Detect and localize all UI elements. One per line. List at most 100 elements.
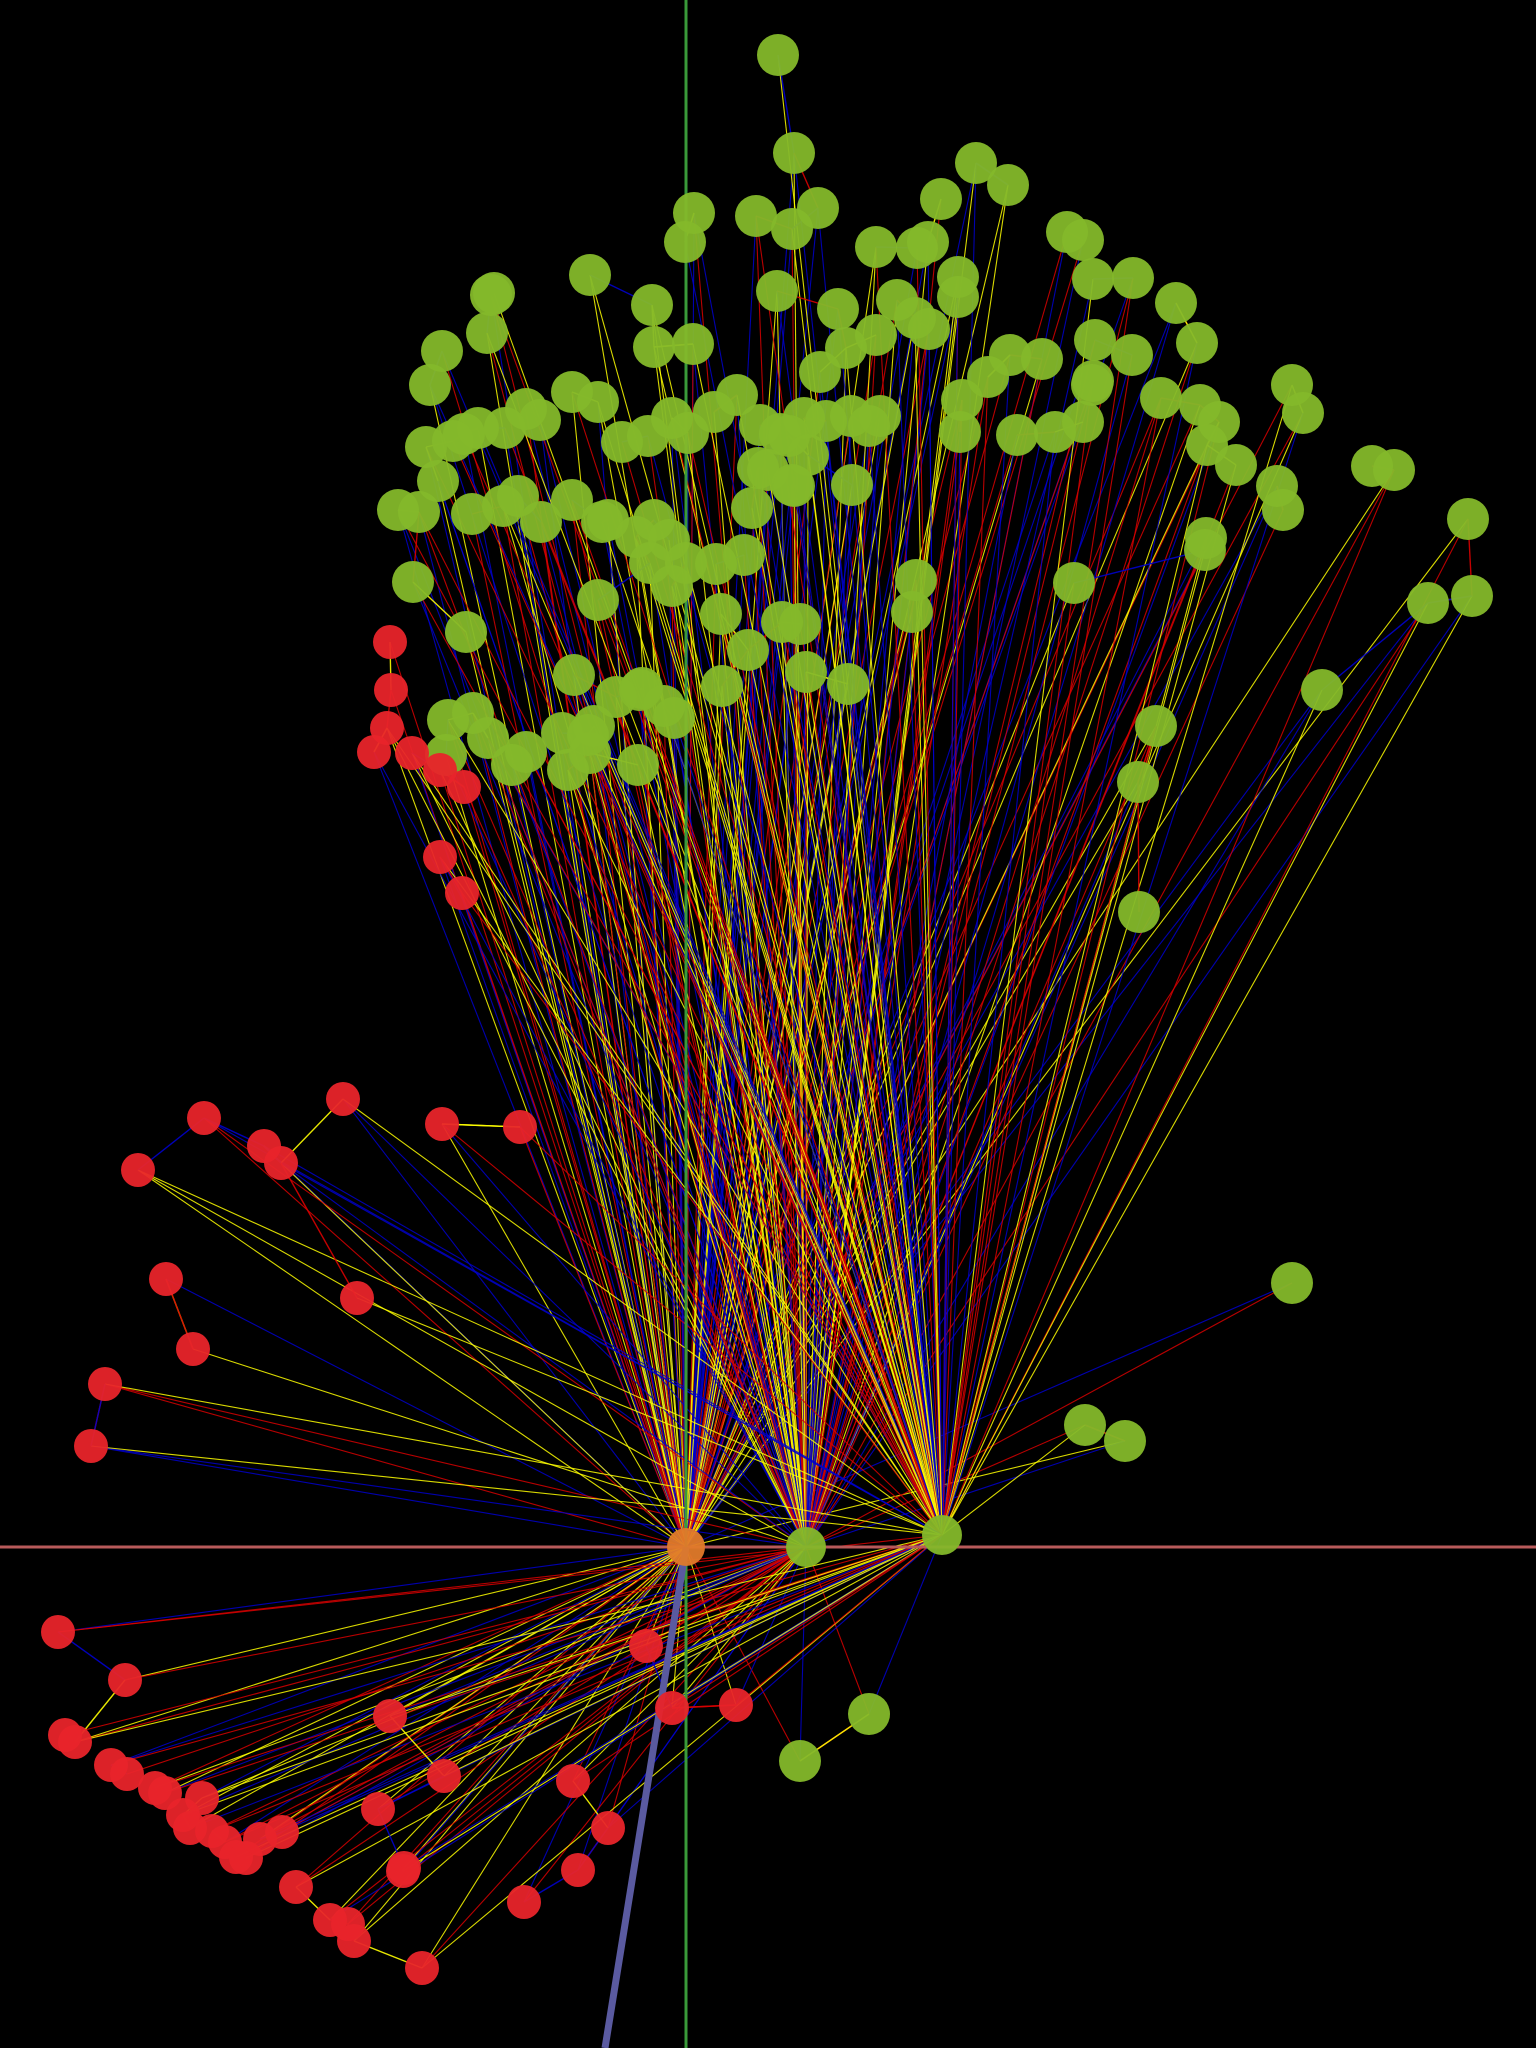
red-node[interactable] [337,1924,371,1958]
green-node[interactable] [1053,562,1095,604]
green-node[interactable] [672,323,714,365]
red-node[interactable] [357,735,391,769]
red-node[interactable] [629,1629,663,1663]
green-node[interactable] [421,330,463,372]
green-node[interactable] [377,489,419,531]
green-node[interactable] [1407,582,1449,624]
green-node[interactable] [731,487,773,529]
green-node[interactable] [1021,338,1063,380]
green-node[interactable] [855,226,897,268]
green-node[interactable] [1184,529,1226,571]
green-node[interactable] [700,593,742,635]
green-node[interactable] [727,629,769,671]
green-node[interactable] [405,426,447,468]
green-node[interactable] [664,221,706,263]
green-node[interactable] [569,254,611,296]
green-node[interactable] [551,371,593,413]
green-node[interactable] [939,411,981,453]
red-node[interactable] [185,1781,219,1815]
green-node[interactable] [757,34,799,76]
green-node[interactable] [417,460,459,502]
green-node[interactable] [1064,1404,1106,1446]
hub-2[interactable] [786,1527,826,1567]
green-node[interactable] [773,132,815,174]
green-node[interactable] [392,561,434,603]
green-node[interactable] [848,1693,890,1735]
green-node[interactable] [895,559,937,601]
green-node[interactable] [1301,669,1343,711]
green-node[interactable] [894,297,936,339]
green-node[interactable] [1118,891,1160,933]
green-node[interactable] [941,379,983,421]
red-node[interactable] [58,1725,92,1759]
green-node[interactable] [577,579,619,621]
green-node[interactable] [491,744,533,786]
green-node[interactable] [473,272,515,314]
red-node[interactable] [279,1870,313,1904]
red-node[interactable] [326,1082,360,1116]
green-node[interactable] [1447,498,1489,540]
green-node[interactable] [996,414,1038,456]
green-node[interactable] [1176,322,1218,364]
red-node[interactable] [121,1153,155,1187]
green-node[interactable] [920,178,962,220]
green-node[interactable] [797,187,839,229]
green-node[interactable] [551,479,593,521]
green-node[interactable] [1282,392,1324,434]
green-node[interactable] [1117,761,1159,803]
green-node[interactable] [1062,219,1104,261]
red-node[interactable] [373,625,407,659]
red-node[interactable] [423,753,457,787]
red-node[interactable] [447,770,481,804]
red-node[interactable] [41,1615,75,1649]
green-node[interactable] [1112,257,1154,299]
red-node[interactable] [561,1853,595,1887]
green-node[interactable] [805,400,847,442]
green-node[interactable] [827,663,869,705]
red-node[interactable] [719,1688,753,1722]
green-node[interactable] [520,501,562,543]
red-node[interactable] [88,1367,122,1401]
green-node[interactable] [1140,377,1182,419]
red-node[interactable] [591,1811,625,1845]
red-node[interactable] [405,1951,439,1985]
green-node[interactable] [779,1740,821,1782]
red-node[interactable] [374,673,408,707]
green-node[interactable] [1271,1262,1313,1304]
green-node[interactable] [701,665,743,707]
green-node[interactable] [567,714,609,756]
green-node[interactable] [553,654,595,696]
green-node[interactable] [756,270,798,312]
green-node[interactable] [1155,282,1197,324]
red-node[interactable] [340,1281,374,1315]
green-node[interactable] [773,465,815,507]
green-node[interactable] [831,464,873,506]
red-node[interactable] [655,1691,689,1725]
red-node[interactable] [176,1332,210,1366]
green-node[interactable] [799,351,841,393]
green-node[interactable] [653,697,695,739]
green-node[interactable] [1373,449,1415,491]
green-node[interactable] [779,603,821,645]
green-node[interactable] [735,195,777,237]
green-node[interactable] [445,611,487,653]
red-node[interactable] [386,1854,420,1888]
green-node[interactable] [1074,319,1116,361]
green-node[interactable] [617,744,659,786]
green-node[interactable] [1072,258,1114,300]
red-node[interactable] [395,736,429,770]
red-node[interactable] [361,1792,395,1826]
green-node[interactable] [467,717,509,759]
green-node[interactable] [601,421,643,463]
green-node[interactable] [619,669,661,711]
red-node[interactable] [427,1759,461,1793]
red-node[interactable] [110,1757,144,1791]
hub-3[interactable] [922,1515,962,1555]
red-node[interactable] [149,1262,183,1296]
green-node[interactable] [633,326,675,368]
green-node[interactable] [1256,465,1298,507]
red-node[interactable] [423,840,457,874]
green-node[interactable] [1111,334,1153,376]
red-node[interactable] [265,1815,299,1849]
